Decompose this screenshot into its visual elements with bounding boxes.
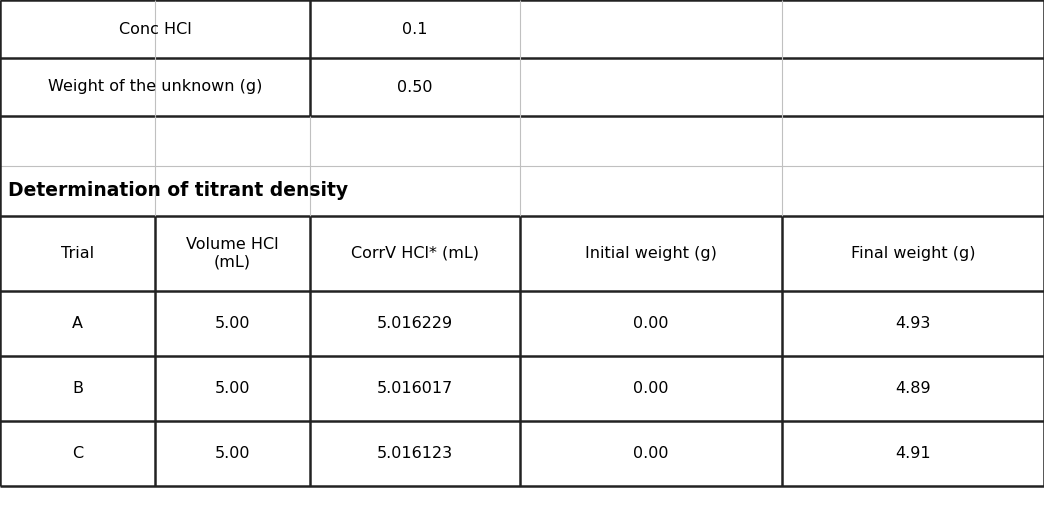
Text: 4.89: 4.89 — [895, 381, 931, 396]
Text: CorrV HCl* (mL): CorrV HCl* (mL) — [351, 246, 479, 261]
Text: 0.00: 0.00 — [634, 381, 669, 396]
Text: Initial weight (g): Initial weight (g) — [585, 246, 717, 261]
Text: 5.016017: 5.016017 — [377, 381, 453, 396]
Text: C: C — [72, 446, 84, 461]
Text: 0.00: 0.00 — [634, 316, 669, 331]
Text: Determination of titrant density: Determination of titrant density — [8, 181, 348, 201]
Text: 4.91: 4.91 — [895, 446, 931, 461]
Text: 0.1: 0.1 — [402, 22, 428, 36]
Text: Weight of the unknown (g): Weight of the unknown (g) — [48, 79, 262, 95]
Text: Final weight (g): Final weight (g) — [851, 246, 975, 261]
Text: Conc HCl: Conc HCl — [119, 22, 191, 36]
Text: B: B — [72, 381, 84, 396]
Text: A: A — [72, 316, 84, 331]
Text: Volume HCl
(mL): Volume HCl (mL) — [186, 237, 279, 270]
Text: 5.016123: 5.016123 — [377, 446, 453, 461]
Text: 5.00: 5.00 — [215, 316, 251, 331]
Text: 5.00: 5.00 — [215, 381, 251, 396]
Text: 5.00: 5.00 — [215, 446, 251, 461]
Text: 5.016229: 5.016229 — [377, 316, 453, 331]
Text: 0.00: 0.00 — [634, 446, 669, 461]
Text: 0.50: 0.50 — [398, 79, 433, 95]
Text: Trial: Trial — [61, 246, 94, 261]
Text: 4.93: 4.93 — [896, 316, 930, 331]
